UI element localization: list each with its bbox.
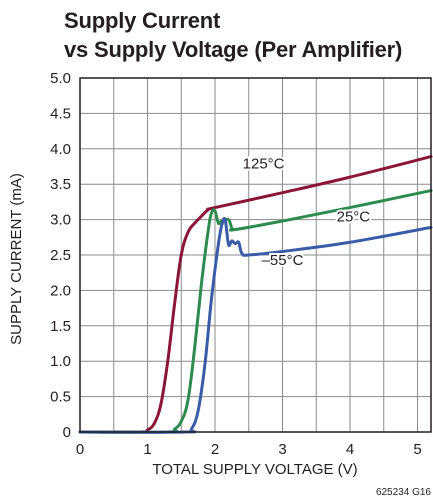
chart-title: Supply Current vs Supply Voltage (Per Am… <box>64 6 402 64</box>
y-tick-label: 5.0 <box>50 70 71 87</box>
series-line-2 <box>78 216 433 434</box>
series-line-0 <box>78 155 433 434</box>
x-tick-label: 1 <box>143 441 151 458</box>
series-line-1 <box>78 189 433 434</box>
y-tick-label: 3.5 <box>50 176 71 193</box>
x-tick-label: 3 <box>278 441 286 458</box>
curve-label: 125°C <box>243 156 285 173</box>
series-group <box>78 155 433 434</box>
y-tick-label: 1.5 <box>50 318 71 335</box>
plot-frame <box>79 77 432 433</box>
y-tick-label: 0.5 <box>50 389 71 406</box>
figure-code: 625234 G16 <box>376 487 431 498</box>
chart-title-line-2: vs Supply Voltage (Per Amplifier) <box>64 37 403 62</box>
y-tick-label: 2.5 <box>50 247 71 264</box>
x-tick-label: 2 <box>211 441 219 458</box>
y-tick-label: 4.5 <box>50 105 71 122</box>
x-tick-label: 5 <box>413 441 421 458</box>
curve-label: –55°C <box>262 252 304 269</box>
x-tick-label: 4 <box>346 441 354 458</box>
tick-labels: 0 1 2 3 4 5 0 0.5 1.0 1.5 2.0 2.5 3.0 3.5 4.0 4.5 5.0 <box>50 70 422 458</box>
y-tick-label: 3.0 <box>50 212 71 229</box>
y-tick-label: 0 <box>63 424 71 441</box>
chart-title-line-1: Supply Current <box>64 8 221 33</box>
curve-label: 25°C <box>337 209 371 226</box>
y-axis-label: SUPPLY CURRENT (mA) <box>8 173 25 345</box>
y-tick-label: 1.0 <box>50 353 71 370</box>
y-tick-label: 4.0 <box>50 141 71 158</box>
x-axis-label: TOTAL SUPPLY VOLTAGE (V) <box>152 461 357 478</box>
x-tick-label: 0 <box>76 441 84 458</box>
curve-annotations: 125°C 25°C –55°C <box>241 154 373 271</box>
grid-lines <box>80 78 431 432</box>
y-tick-label: 2.0 <box>50 282 71 299</box>
